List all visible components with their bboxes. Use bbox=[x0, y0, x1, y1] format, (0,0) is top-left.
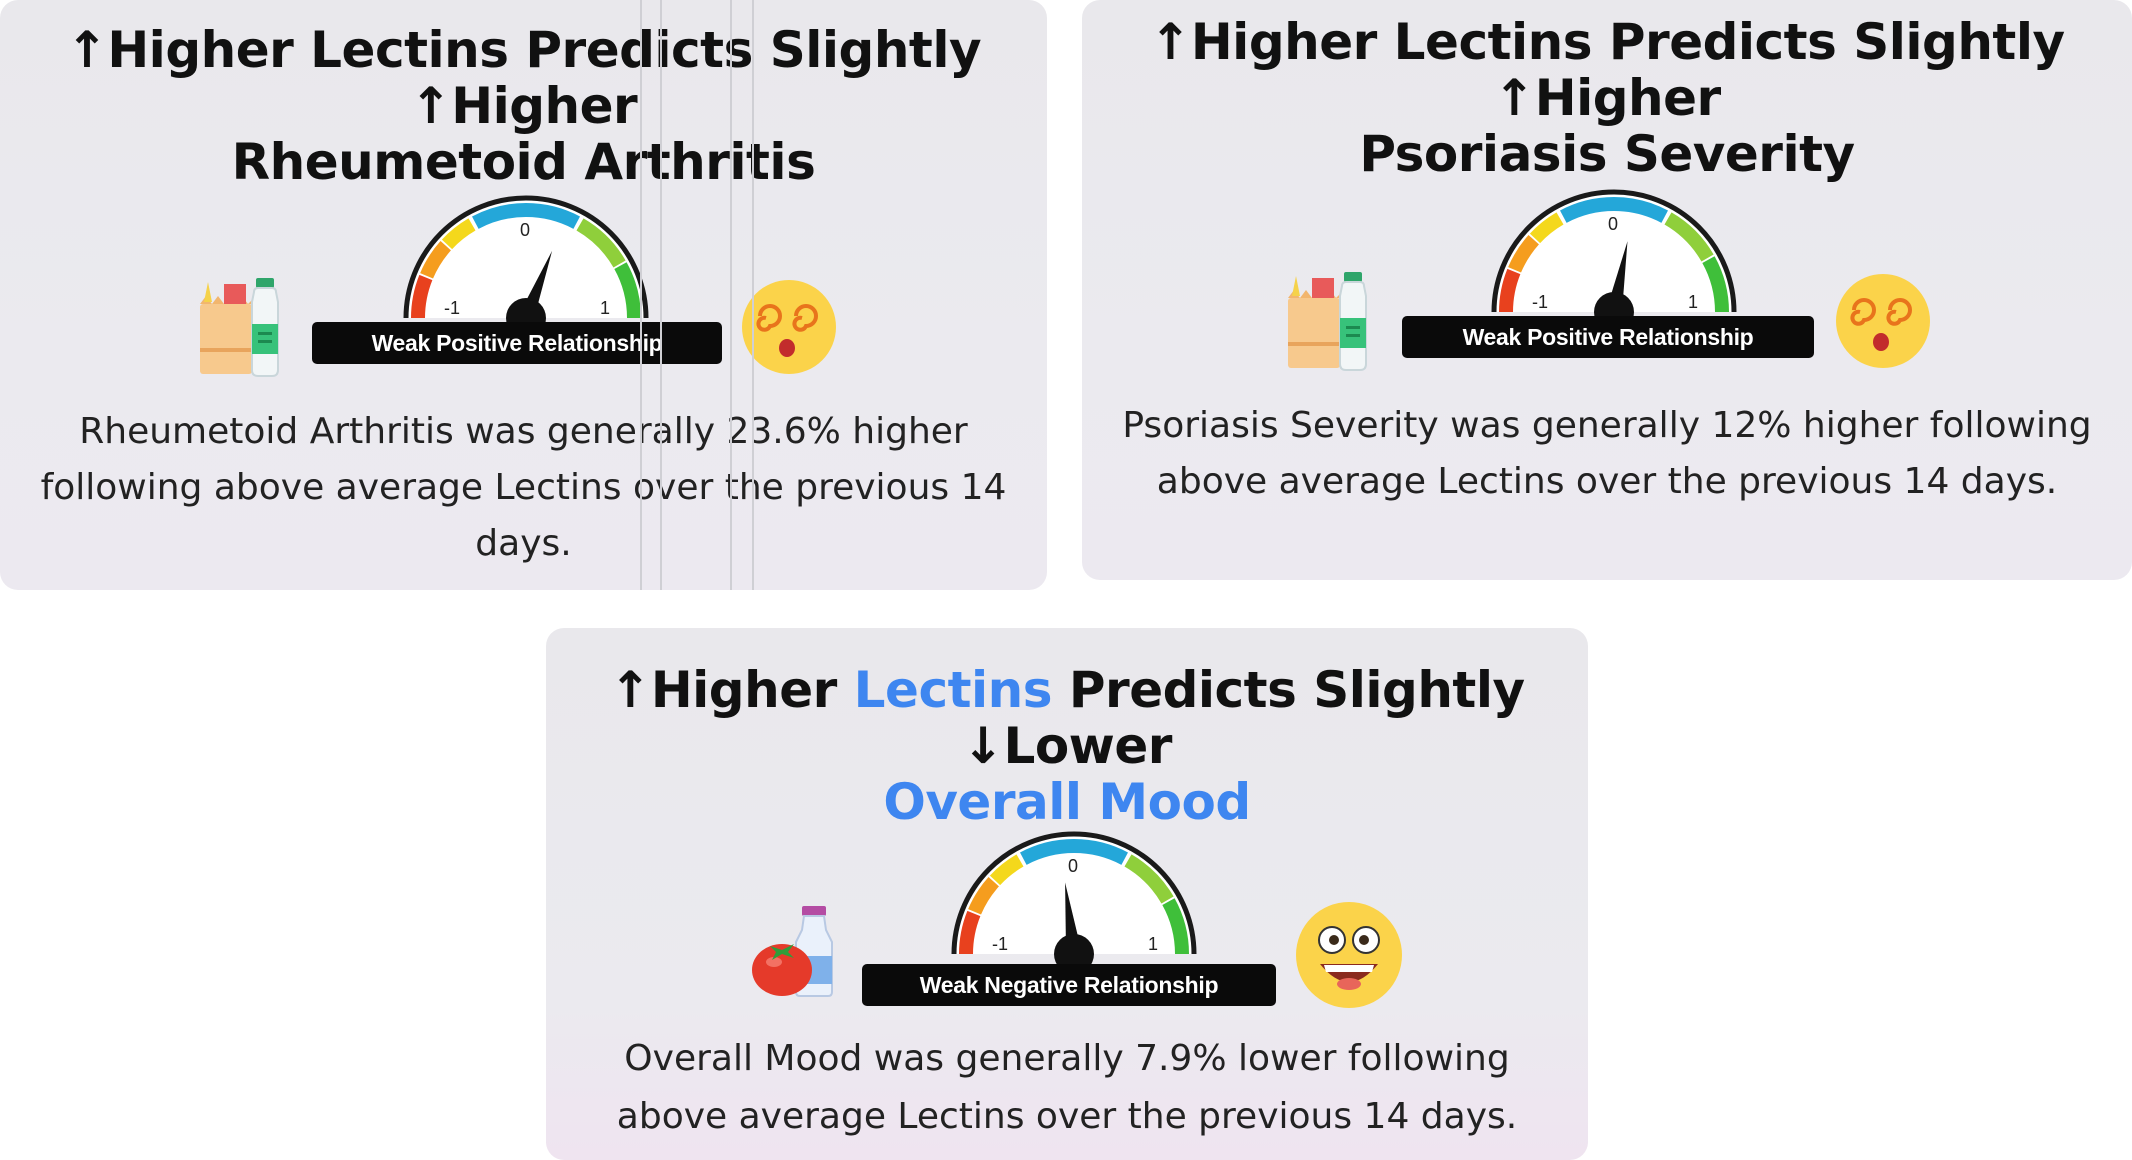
gauge-arc-segment bbox=[1499, 268, 1521, 313]
gauge-tick-max: 1 bbox=[1148, 934, 1158, 954]
card-description: Psoriasis Severity was generally 12% hig… bbox=[1122, 405, 2092, 502]
gauge-arc-segment bbox=[1664, 212, 1714, 262]
gauge-arc-segment bbox=[411, 274, 433, 319]
card-title-line2: Rheumetoid Arthritis bbox=[231, 133, 816, 191]
gauge-needle bbox=[1054, 882, 1094, 964]
grinning-face-icon bbox=[1294, 900, 1404, 1014]
gauge-arc-segment bbox=[968, 877, 1000, 915]
gauge-arc-segments bbox=[411, 203, 641, 319]
card-description: Rheumetoid Arthritis was generally 23.6%… bbox=[40, 411, 1007, 564]
gauge-arc-segment bbox=[420, 241, 452, 279]
gauge-arc-segment bbox=[1529, 212, 1564, 244]
gauge-arc-segments bbox=[959, 839, 1189, 955]
gauge-arc-segment bbox=[1702, 256, 1729, 313]
correlation-gauge: -1 0 1 bbox=[403, 195, 649, 328]
gauge-arc-segment bbox=[959, 910, 981, 955]
dizzy-face-icon bbox=[740, 278, 838, 380]
gauge-tick-max: 1 bbox=[1688, 292, 1698, 312]
gauge-arc-segments bbox=[1499, 197, 1729, 313]
gauge-tick-zero: 0 bbox=[1608, 214, 1618, 234]
gauge-arc-segment bbox=[576, 218, 626, 268]
grocery-bag-bottle-icon bbox=[198, 278, 302, 382]
gauge-tick-zero: 0 bbox=[520, 220, 530, 240]
gauge-needle-hub bbox=[506, 298, 546, 328]
gauge-needle-hub bbox=[1594, 292, 1634, 322]
gauge-arc-segment bbox=[441, 218, 476, 250]
gauge-tick-zero: 0 bbox=[1068, 856, 1078, 876]
grocery-bag-bottle-icon bbox=[1286, 272, 1390, 376]
outcome-card-rheumetoid-arthritis: ↑Higher Lectins Predicts Slightly ↑Highe… bbox=[0, 0, 1047, 590]
gauge-arc-segment bbox=[1560, 197, 1668, 223]
card-title-line1: ↑Higher Lectins Predicts Slightly ↑Highe… bbox=[1149, 13, 2065, 127]
gauge-arc-segment bbox=[1508, 235, 1540, 273]
relationship-label: Weak Negative Relationship bbox=[862, 964, 1276, 1006]
card-title-line1: ↑Higher Lectins Predicts Slightly ↓Lower bbox=[609, 661, 1525, 775]
gauge-tick-min: -1 bbox=[992, 934, 1008, 954]
gauge-arc-segment bbox=[614, 262, 641, 319]
tomato-milk-icon bbox=[752, 906, 842, 1002]
gauge-arc-segment bbox=[1020, 839, 1128, 865]
card-title: ↑Higher Lectins Predicts Slightly ↓Lower… bbox=[546, 662, 1588, 830]
divider bbox=[660, 0, 662, 590]
card-title-line1: ↑Higher Lectins Predicts Slightly ↑Highe… bbox=[65, 21, 982, 135]
gauge-needle bbox=[506, 250, 553, 328]
gauge-needle-hub bbox=[1054, 934, 1094, 964]
gauge-arc-segment bbox=[1162, 898, 1189, 955]
gauge-tick-min: -1 bbox=[1532, 292, 1548, 312]
outcome-link[interactable]: Overall Mood bbox=[883, 773, 1251, 831]
outcome-card-overall-mood: ↑Higher Lectins Predicts Slightly ↓Lower… bbox=[546, 628, 1588, 1160]
gauge-tick-min: -1 bbox=[444, 298, 460, 318]
card-title: ↑Higher Lectins Predicts Slightly ↑Highe… bbox=[1082, 14, 2132, 182]
correlation-gauge: -1 0 1 bbox=[1491, 189, 1737, 322]
card-description: Overall Mood was generally 7.9% lower fo… bbox=[616, 1038, 1518, 1137]
outcome-card-psoriasis-severity: ↑Higher Lectins Predicts Slightly ↑Highe… bbox=[1082, 0, 2132, 580]
card-title: ↑Higher Lectins Predicts Slightly ↑Highe… bbox=[0, 22, 1047, 190]
gauge-arc-segment bbox=[1124, 854, 1174, 904]
food-link[interactable]: Lectins bbox=[853, 661, 1053, 719]
divider bbox=[640, 0, 642, 590]
divider bbox=[730, 0, 732, 590]
relationship-label: Weak Positive Relationship bbox=[312, 322, 722, 364]
dizzy-face-icon bbox=[1834, 272, 1932, 374]
gauge-tick-max: 1 bbox=[600, 298, 610, 318]
divider bbox=[752, 0, 754, 590]
correlation-gauge: -1 0 1 bbox=[951, 831, 1197, 964]
gauge-arc-segment bbox=[472, 203, 580, 229]
relationship-label: Weak Positive Relationship bbox=[1402, 316, 1814, 358]
gauge-needle bbox=[1594, 241, 1634, 322]
card-title-line2: Psoriasis Severity bbox=[1359, 125, 1855, 183]
gauge-arc-segment bbox=[989, 854, 1024, 886]
